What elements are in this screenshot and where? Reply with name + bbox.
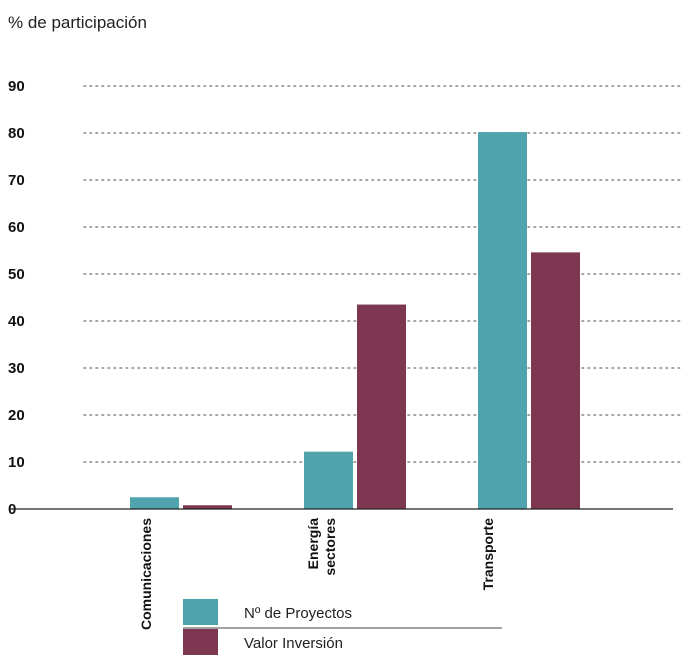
bar-proyectos: [478, 132, 527, 509]
bar-inversion: [357, 304, 406, 509]
bar-proyectos: [304, 451, 353, 509]
y-tick-label: 50: [8, 266, 25, 283]
x-category-label: Transporte: [480, 518, 496, 591]
legend-swatch: [183, 599, 218, 625]
y-tick-label: 40: [8, 313, 25, 330]
y-axis-title: % de participación: [8, 13, 147, 32]
x-axis-category-labels: Comunicaciones Energía sectores Transporte: [138, 518, 496, 630]
bar-inversion: [531, 252, 580, 509]
y-tick-label: 90: [8, 78, 25, 95]
x-category-label: sectores: [322, 518, 338, 576]
y-tick-label: 80: [8, 125, 25, 142]
y-axis-ticks: 0102030405060708090: [8, 78, 25, 518]
bar-inversion: [183, 505, 232, 509]
bar-proyectos: [130, 497, 179, 509]
legend-swatch: [183, 629, 218, 655]
bars: [130, 132, 580, 509]
x-category-label: Energía: [305, 518, 321, 570]
legend-label: Nº de Proyectos: [244, 605, 352, 622]
y-tick-label: 60: [8, 219, 25, 236]
y-tick-label: 30: [8, 360, 25, 377]
y-tick-label: 10: [8, 454, 25, 471]
y-tick-label: 20: [8, 407, 25, 424]
legend-label: Valor Inversión: [244, 635, 343, 652]
legend: Nº de Proyectos Valor Inversión: [183, 599, 502, 655]
y-tick-label: 70: [8, 172, 25, 189]
x-category-label: Comunicaciones: [138, 518, 154, 630]
